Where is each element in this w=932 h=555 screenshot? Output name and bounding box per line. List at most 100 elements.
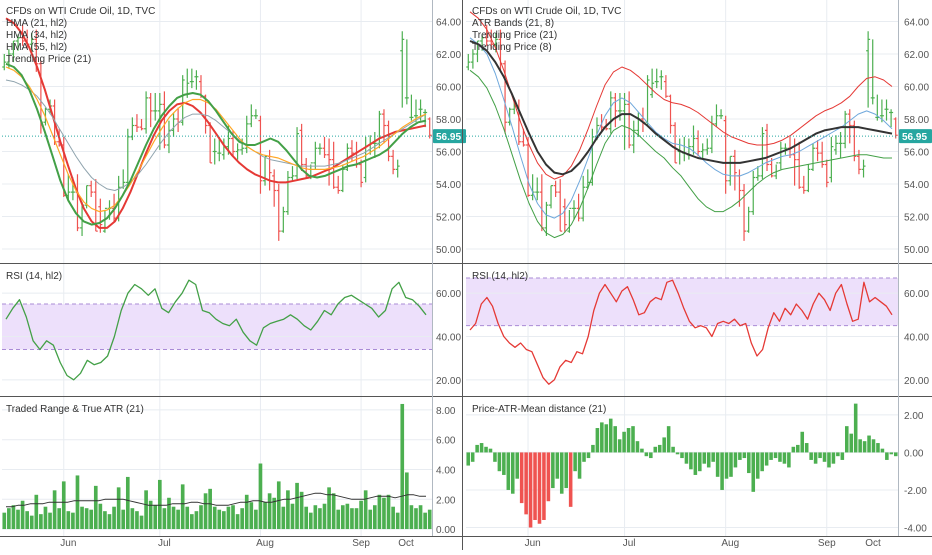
ohlc-bar xyxy=(526,136,531,197)
distance-bar xyxy=(822,452,827,462)
ohlc-bar xyxy=(281,206,286,233)
distance-bar xyxy=(800,431,805,453)
traded-range-bar xyxy=(423,512,427,530)
trending-price-21-line xyxy=(5,17,427,229)
ohlc-bar xyxy=(742,184,747,241)
distance-bar xyxy=(568,452,573,507)
ohlc-bar xyxy=(815,140,820,162)
ohlc-bar xyxy=(879,99,884,123)
x-tick-label: Jul xyxy=(158,538,171,549)
ohlc-bar xyxy=(636,112,641,137)
ohlc-bar xyxy=(249,104,254,128)
distance-bar xyxy=(715,452,720,477)
ohlc-bar xyxy=(654,68,659,89)
distance-bar xyxy=(622,431,626,453)
ohlc-bar xyxy=(728,155,733,186)
y-tick-label: 40.00 xyxy=(436,333,461,344)
distance-bar xyxy=(484,446,488,453)
ohlc-bar xyxy=(313,141,318,170)
distance-bar xyxy=(845,426,849,453)
traded-range-bar xyxy=(153,505,158,530)
distance-bar xyxy=(836,452,840,457)
ohlc-bar xyxy=(11,40,16,63)
traded-range-bar xyxy=(71,512,75,530)
distance-bar xyxy=(871,439,876,453)
traded-range-bar xyxy=(254,509,258,530)
traded-range-bar xyxy=(354,508,359,530)
traded-range-bar xyxy=(194,511,199,530)
x-tick-label: Sep xyxy=(818,538,836,549)
distance-bar xyxy=(680,452,684,459)
traded-range-bar xyxy=(34,494,39,530)
indicator-legend: Traded Range & True ATR (21) xyxy=(6,404,144,415)
traded-range-bar xyxy=(391,506,395,530)
ohlc-bar xyxy=(336,175,341,194)
distance-bar xyxy=(600,422,604,453)
distance-bar xyxy=(644,452,649,457)
traded-range-bar xyxy=(308,512,313,530)
distance-bar xyxy=(515,452,519,479)
y-tick-label: 58.00 xyxy=(904,115,929,126)
rsi-band xyxy=(2,304,432,350)
distance-bar xyxy=(760,452,764,472)
distance-bar xyxy=(631,426,635,453)
y-tick-label: 60.00 xyxy=(436,83,461,94)
distance-bar xyxy=(657,444,662,453)
y-tick-label: -4.00 xyxy=(904,523,927,534)
y-tick-label: 60.00 xyxy=(436,289,461,300)
distance-bar xyxy=(470,452,475,462)
distance-bar xyxy=(591,444,595,453)
indicator-legend: Trending Price (21) xyxy=(6,54,91,65)
distance-bar xyxy=(479,443,484,453)
traded-range-bar xyxy=(405,472,409,530)
traded-range-bar xyxy=(267,493,272,530)
ohlc-bar xyxy=(272,169,277,207)
ohlc-bar xyxy=(755,166,760,181)
distance-bar xyxy=(769,452,773,460)
ohlc-bar xyxy=(217,136,222,162)
distance-bar xyxy=(729,452,733,477)
ohlc-bar xyxy=(29,32,34,53)
distance-bar xyxy=(724,452,729,479)
traded-range-bar xyxy=(363,490,368,530)
hma-21-line xyxy=(5,62,427,226)
traded-range-bar xyxy=(212,506,217,530)
distance-bar xyxy=(613,426,617,453)
y-tick-label: 64.00 xyxy=(904,18,929,29)
y-tick-label: 52.00 xyxy=(904,213,929,224)
distance-bar xyxy=(608,418,613,453)
atr-band-upper-line xyxy=(469,11,893,180)
current-price-label: 56.95 xyxy=(902,132,927,143)
traded-range-bar xyxy=(244,494,249,530)
distance-bar xyxy=(559,452,564,494)
distance-bar xyxy=(542,452,546,520)
traded-range-bar xyxy=(382,497,386,530)
traded-range-bar xyxy=(185,506,190,530)
distance-bar xyxy=(653,446,658,453)
traded-range-bar xyxy=(359,500,363,530)
x-tick-label: Oct xyxy=(865,538,881,549)
distance-bar xyxy=(720,452,724,490)
indicator-legend: HMA (55, hl2) xyxy=(6,42,67,53)
ohlc-bar xyxy=(613,93,618,128)
x-tick-label: Jun xyxy=(525,538,541,549)
traded-range-bar xyxy=(116,487,121,530)
distance-bar xyxy=(742,452,747,459)
ohlc-bar xyxy=(576,193,581,222)
traded-range-bar xyxy=(395,512,400,530)
traded-range-bar xyxy=(427,509,432,530)
ohlc-bar xyxy=(870,39,875,105)
ohlc-bar xyxy=(650,68,655,98)
traded-range-bar xyxy=(107,514,112,530)
distance-bar xyxy=(635,441,640,453)
traded-range-bar xyxy=(39,514,43,530)
ohlc-bar xyxy=(558,179,563,232)
ohlc-bar xyxy=(400,31,405,108)
traded-range-bar xyxy=(98,503,103,530)
ohlc-bar xyxy=(843,110,848,149)
ohlc-bar xyxy=(668,94,673,134)
ohlc-bar xyxy=(866,31,871,108)
distance-bar xyxy=(662,437,666,453)
traded-range-bar xyxy=(350,508,354,530)
